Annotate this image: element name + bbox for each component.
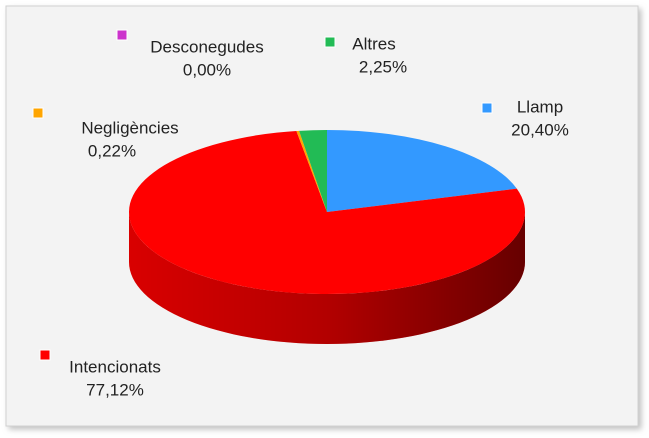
slice — [299, 130, 327, 212]
slice — [128, 130, 525, 294]
label-value: 2,25% — [359, 57, 407, 76]
label-name: Llamp — [517, 97, 563, 116]
slice — [296, 130, 327, 212]
label-name: Altres — [352, 34, 395, 53]
label-name: Intencionats — [69, 357, 161, 376]
legend-marker — [39, 349, 51, 361]
slice — [327, 130, 517, 212]
label-value: 0,22% — [88, 141, 136, 160]
label-name: Desconegudes — [150, 37, 263, 56]
legend-marker — [32, 107, 44, 119]
legend-marker — [324, 36, 336, 48]
label-name: Negligències — [81, 118, 178, 137]
label-value: 0,00% — [183, 60, 231, 79]
legend-marker — [116, 29, 128, 41]
slice-side-shade — [129, 212, 525, 344]
label-value: 20,40% — [511, 120, 569, 139]
legend-marker — [481, 102, 493, 114]
label-value: 77,12% — [86, 380, 144, 399]
